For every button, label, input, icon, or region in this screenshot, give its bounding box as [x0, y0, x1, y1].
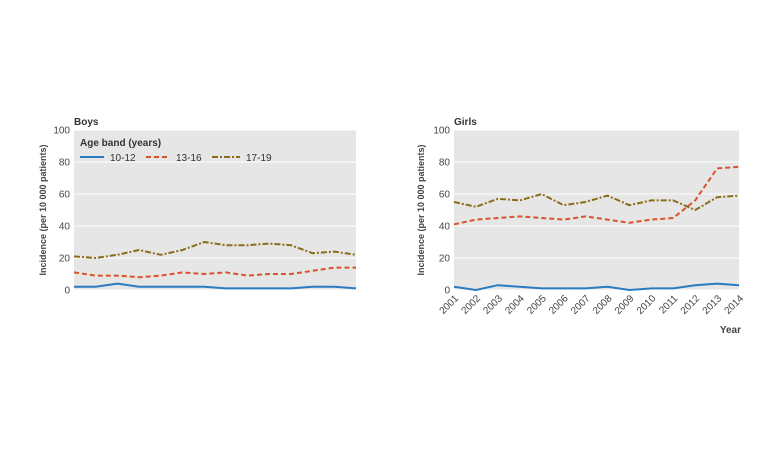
girls-y-axis-label: Incidence (per 10 000 patients) — [416, 144, 426, 275]
boys-panel: 0 20 40 60 80 100 Boys Incidence (per 10 000 … — [38, 117, 357, 297]
girls-x-ticks: 2001200220032004200520062007200820092010… — [438, 293, 747, 317]
girls-x-tick-label: 2010 — [635, 293, 659, 317]
boys-y-tick-label: 80 — [59, 158, 71, 169]
boys-series-line-13-16 — [73, 266, 356, 279]
girls-series-line-13-16 — [453, 165, 740, 226]
boys-y-tick-label: 100 — [53, 126, 70, 137]
boys-y-tick-label: 0 — [64, 286, 70, 297]
boys-panel-title: Boys — [74, 117, 99, 128]
girls-x-tick-label: 2002 — [459, 293, 483, 317]
girls-y-tick-label: 40 — [439, 222, 451, 233]
legend-label-10-12: 10-12 — [110, 153, 136, 164]
girls-x-tick-label: 2003 — [481, 293, 505, 317]
girls-y-tick-label: 80 — [439, 158, 451, 169]
girls-x-tick-label: 2001 — [438, 293, 462, 317]
girls-y-ticks: 0 20 40 60 80 100 — [433, 126, 450, 297]
boys-series-line-17-19 — [73, 241, 357, 259]
girls-x-tick-label: 2013 — [701, 293, 725, 317]
boys-gridlines — [74, 129, 356, 291]
girls-series-lines — [453, 165, 740, 291]
girls-gridlines — [454, 129, 739, 291]
boys-y-axis-label: Incidence (per 10 000 patients) — [38, 144, 48, 275]
girls-y-tick-label: 60 — [439, 190, 451, 201]
girls-x-tick-label: 2012 — [679, 293, 703, 317]
boys-series-lines — [73, 241, 357, 290]
girls-y-tick-label: 0 — [444, 286, 450, 297]
legend: Age band (years) 10-12 13-16 17-19 — [80, 138, 272, 164]
girls-x-tick-label: 2008 — [591, 293, 615, 317]
boys-series-line-10-12 — [74, 282, 357, 290]
girls-x-tick-label: 2005 — [525, 293, 549, 317]
legend-title: Age band (years) — [80, 138, 161, 149]
legend-entry-10-12: 10-12 — [80, 153, 136, 164]
girls-panel-title: Girls — [454, 117, 477, 128]
girls-x-tick-label: 2006 — [547, 293, 571, 317]
boys-y-tick-label: 60 — [59, 190, 71, 201]
legend-entry-17-19: 17-19 — [212, 153, 272, 164]
girls-plot-background — [454, 130, 739, 290]
girls-x-tick-label: 2011 — [657, 293, 680, 316]
girls-x-tick-label: 2007 — [569, 293, 593, 317]
girls-x-axis-label: Year — [720, 325, 741, 336]
girls-y-tick-label: 20 — [439, 254, 451, 265]
boys-y-tick-label: 20 — [59, 254, 71, 265]
girls-y-tick-label: 100 — [433, 126, 450, 137]
girls-x-tick-label: 2014 — [723, 293, 747, 317]
girls-x-tick-label: 2004 — [503, 293, 527, 317]
boys-y-tick-label: 40 — [59, 222, 71, 233]
legend-label-13-16: 13-16 — [176, 153, 202, 164]
girls-series-line-17-19 — [453, 193, 740, 211]
legend-entry-13-16: 13-16 — [146, 153, 202, 164]
boys-y-ticks: 0 20 40 60 80 100 — [53, 126, 70, 297]
girls-series-line-10-12 — [453, 282, 740, 291]
legend-label-17-19: 17-19 — [246, 153, 272, 164]
girls-x-tick-label: 2009 — [613, 293, 637, 317]
